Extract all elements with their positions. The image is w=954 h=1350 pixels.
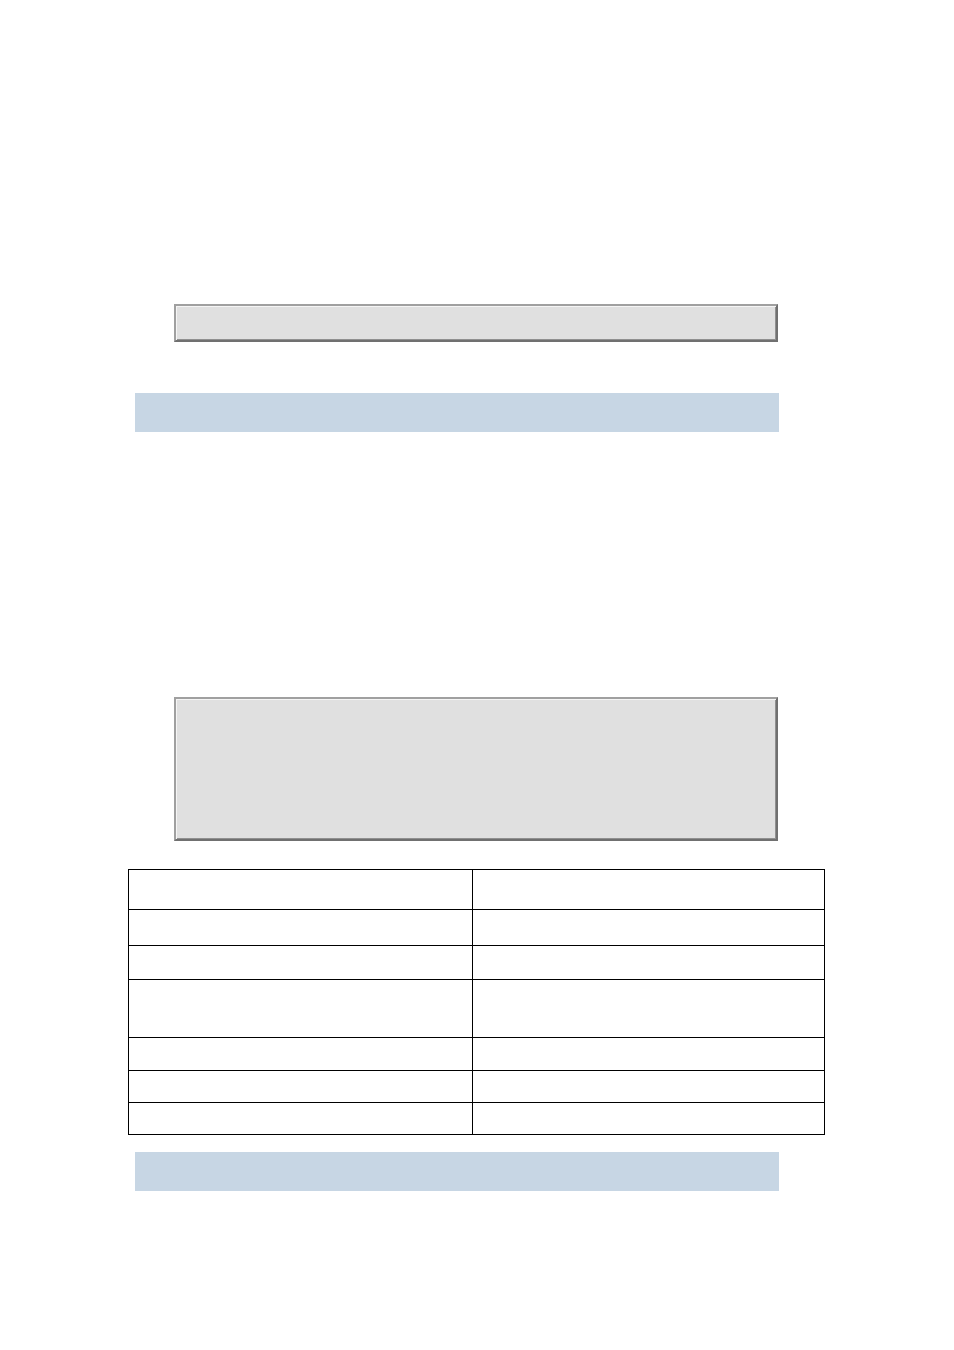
table-cell (472, 1103, 825, 1135)
table-cell (129, 980, 473, 1038)
table-row (129, 870, 825, 910)
table-row (129, 946, 825, 980)
section-band-1 (135, 393, 779, 432)
table-cell (129, 910, 473, 946)
table-row (129, 1103, 825, 1135)
table-row (129, 1038, 825, 1071)
table-cell (129, 1103, 473, 1135)
table-row (129, 980, 825, 1038)
data-table (128, 869, 825, 1135)
raised-panel-1 (174, 304, 778, 342)
table-cell (472, 946, 825, 980)
table-cell (129, 1038, 473, 1071)
section-band-2 (135, 1152, 779, 1191)
table-cell (472, 1071, 825, 1103)
table-row (129, 910, 825, 946)
table-row (129, 1071, 825, 1103)
table-cell (472, 1038, 825, 1071)
table-cell (472, 980, 825, 1038)
table-cell (129, 1071, 473, 1103)
table-cell (129, 946, 473, 980)
table-cell (472, 910, 825, 946)
table-cell (472, 870, 825, 910)
raised-panel-2 (174, 697, 778, 841)
table-cell (129, 870, 473, 910)
